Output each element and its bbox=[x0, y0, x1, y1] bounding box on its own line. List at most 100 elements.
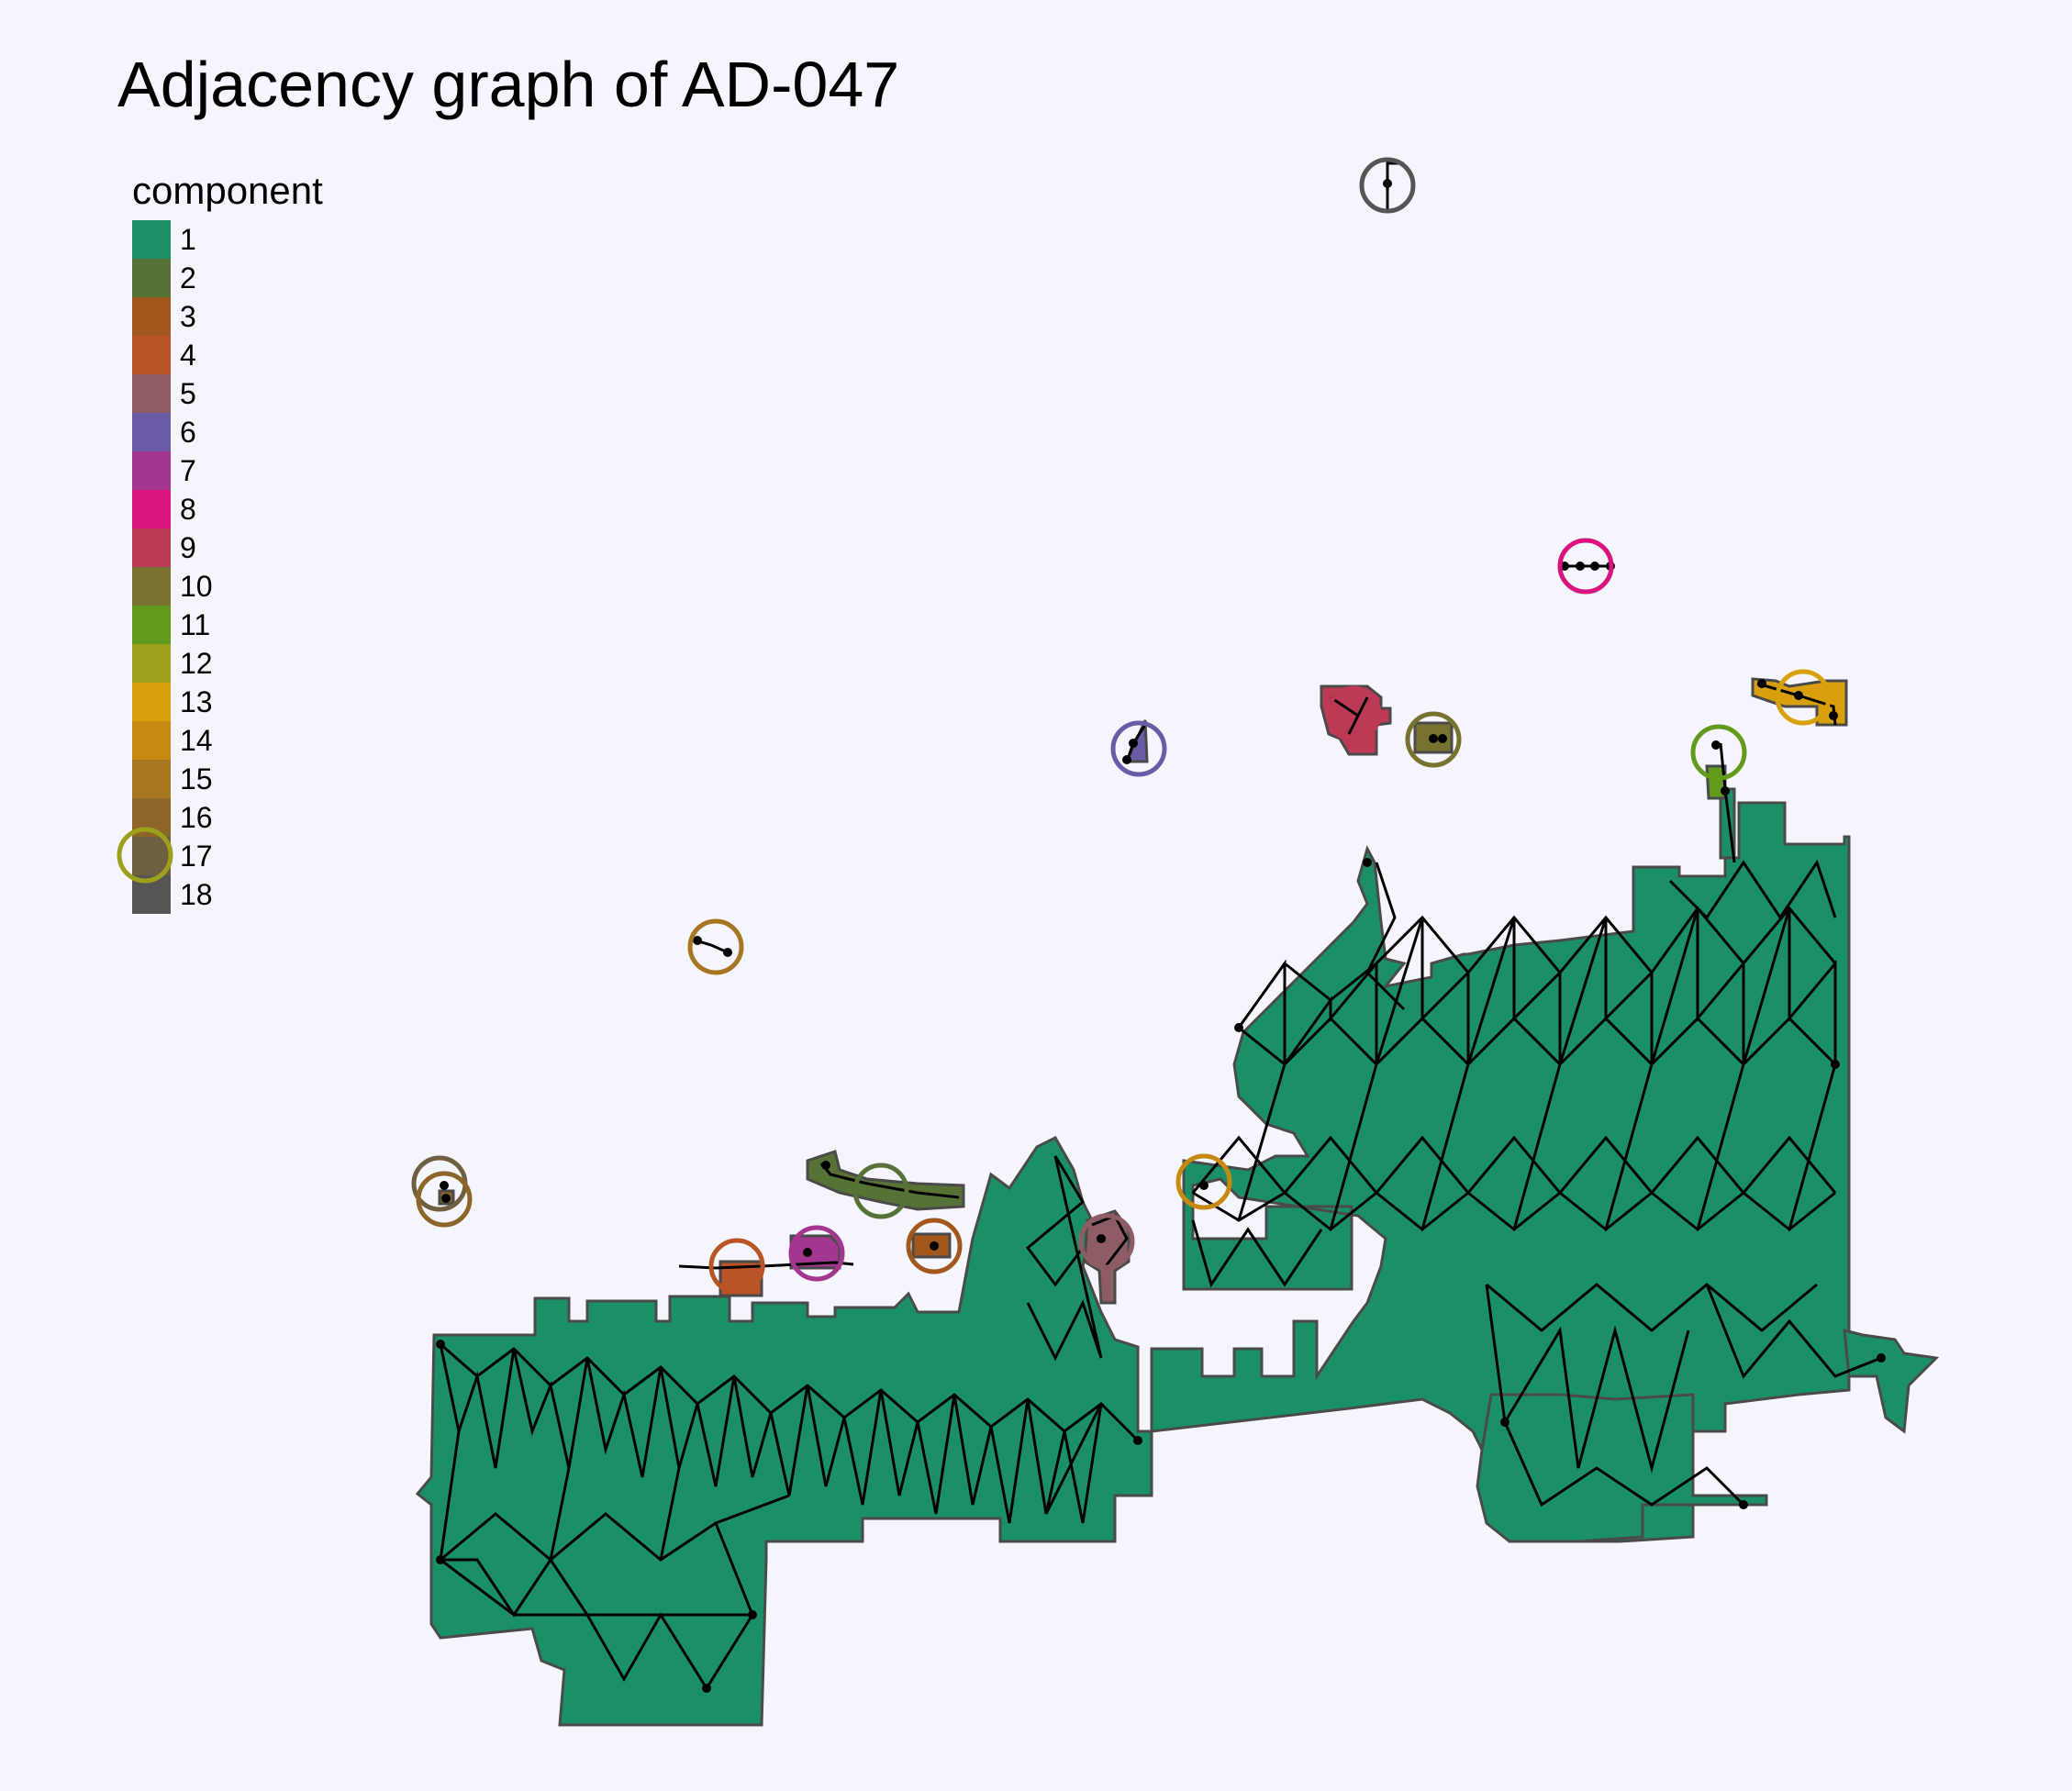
legend-item-6: 6 bbox=[132, 413, 323, 451]
node bbox=[436, 1340, 445, 1349]
node bbox=[1500, 1418, 1509, 1427]
legend-swatch bbox=[132, 259, 171, 297]
node bbox=[440, 1181, 449, 1190]
node bbox=[723, 948, 732, 957]
region-component-2 bbox=[806, 1150, 965, 1211]
legend-item-1: 1 bbox=[132, 220, 323, 259]
node bbox=[1383, 179, 1392, 188]
legend-label: 16 bbox=[180, 801, 213, 834]
node bbox=[1739, 1500, 1748, 1509]
ring-component-12 bbox=[117, 827, 173, 884]
legend-label: 1 bbox=[180, 223, 196, 256]
node bbox=[1721, 786, 1730, 795]
ring-component-9 bbox=[1325, 685, 1382, 742]
legend-item-15: 15 bbox=[132, 760, 323, 798]
ring-component-4 bbox=[708, 1238, 765, 1295]
node bbox=[1576, 562, 1585, 571]
ring-component-2 bbox=[852, 1162, 909, 1219]
node bbox=[1133, 1436, 1142, 1445]
legend-label: 13 bbox=[180, 685, 213, 718]
legend-swatch bbox=[132, 683, 171, 721]
ring-component-14 bbox=[1175, 1153, 1232, 1210]
legend-swatch bbox=[132, 567, 171, 606]
legend-swatch bbox=[132, 336, 171, 374]
legend-item-11: 11 bbox=[132, 606, 323, 644]
ring-component-3 bbox=[906, 1218, 963, 1274]
node bbox=[441, 1194, 451, 1203]
legend-label: 10 bbox=[180, 570, 213, 603]
node bbox=[1590, 562, 1599, 571]
legend-swatch bbox=[132, 760, 171, 798]
node bbox=[1097, 1234, 1106, 1243]
legend-swatch bbox=[132, 606, 171, 644]
edge-component-5 bbox=[1091, 1214, 1129, 1267]
legend-label: 18 bbox=[180, 878, 213, 911]
legend-item-13: 13 bbox=[132, 683, 323, 721]
ring-component-6 bbox=[1110, 720, 1167, 777]
region-component-1-east-tail bbox=[1843, 1329, 1940, 1434]
node bbox=[930, 1241, 939, 1251]
region-component-1-south-lobe bbox=[1476, 1393, 1768, 1543]
legend-label: 8 bbox=[180, 493, 196, 526]
ring-component-16 bbox=[416, 1171, 473, 1228]
legend-swatch bbox=[132, 220, 171, 259]
legend-label: 4 bbox=[180, 339, 196, 372]
edge-component-2 bbox=[819, 1162, 960, 1199]
legend-swatch bbox=[132, 374, 171, 413]
legend-swatch bbox=[132, 451, 171, 490]
legend-item-14: 14 bbox=[132, 721, 323, 760]
legend-label: 12 bbox=[180, 647, 213, 680]
legend-item-7: 7 bbox=[132, 451, 323, 490]
ring-component-18 bbox=[1359, 157, 1416, 214]
legend-label: 9 bbox=[180, 531, 196, 564]
node bbox=[1831, 1060, 1840, 1069]
node bbox=[1234, 1023, 1243, 1032]
node bbox=[1122, 755, 1131, 764]
ring-component-5 bbox=[1078, 1213, 1135, 1270]
legend-title: component bbox=[132, 169, 323, 212]
node bbox=[1877, 1353, 1886, 1363]
legend-label: 3 bbox=[180, 300, 196, 333]
legend-item-5: 5 bbox=[132, 374, 323, 413]
edge-component-9 bbox=[1330, 695, 1369, 735]
ring-component-8 bbox=[1557, 538, 1614, 595]
legend-item-3: 3 bbox=[132, 297, 323, 336]
legend-item-2: 2 bbox=[132, 259, 323, 297]
legend-item-4: 4 bbox=[132, 336, 323, 374]
legend: component 1 2 3 4 5 6 7 8 9 10 11 12 13 14 15 16 17 18 bbox=[132, 169, 323, 914]
legend-swatch bbox=[132, 644, 171, 683]
legend-items: 1 2 3 4 5 6 7 8 9 10 11 12 13 14 15 16 17 18 bbox=[132, 220, 323, 914]
map-regions bbox=[415, 677, 1940, 1727]
legend-label: 15 bbox=[180, 762, 213, 795]
legend-swatch bbox=[132, 528, 171, 567]
node bbox=[1129, 739, 1138, 748]
node bbox=[1438, 734, 1447, 743]
node bbox=[821, 1161, 830, 1170]
legend-label: 2 bbox=[180, 261, 196, 295]
node bbox=[702, 1684, 711, 1693]
legend-label: 5 bbox=[180, 377, 196, 410]
node bbox=[1429, 734, 1438, 743]
legend-item-9: 9 bbox=[132, 528, 323, 567]
legend-item-12: 12 bbox=[132, 644, 323, 683]
component-rings bbox=[117, 157, 1832, 1295]
legend-label: 7 bbox=[180, 454, 196, 487]
node bbox=[693, 936, 702, 945]
ring-component-15 bbox=[687, 918, 744, 975]
ring-component-10 bbox=[1405, 711, 1462, 768]
legend-swatch bbox=[132, 297, 171, 336]
legend-item-10: 10 bbox=[132, 567, 323, 606]
node bbox=[1757, 679, 1766, 688]
edge-network-east bbox=[1191, 742, 1882, 1507]
legend-label: 17 bbox=[180, 840, 213, 873]
legend-swatch bbox=[132, 413, 171, 451]
node bbox=[1711, 740, 1721, 750]
node bbox=[803, 1248, 812, 1257]
legend-label: 11 bbox=[180, 608, 211, 641]
ring-component-11 bbox=[1690, 724, 1747, 781]
legend-label: 6 bbox=[180, 416, 196, 449]
node bbox=[1199, 1181, 1209, 1190]
node bbox=[748, 1610, 757, 1619]
legend-label: 14 bbox=[180, 724, 213, 757]
node bbox=[1794, 691, 1803, 700]
